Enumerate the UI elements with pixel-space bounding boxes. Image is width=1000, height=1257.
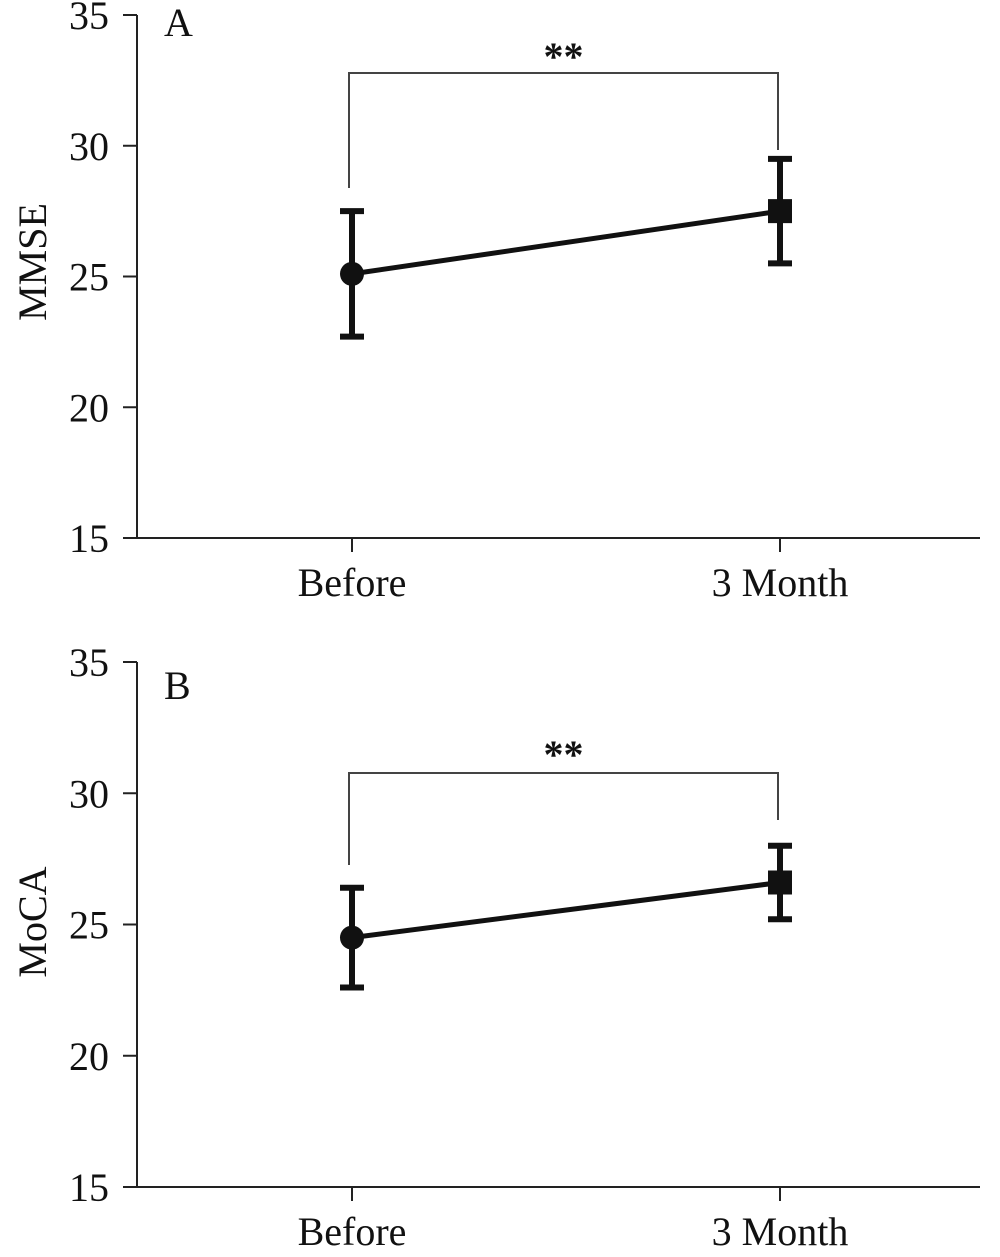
- panel-letter: B: [164, 663, 191, 708]
- series-line: [351, 208, 781, 277]
- panel-b: 15 20 25 30 35 Before 3 Month MoCA B **: [10, 640, 980, 1254]
- significance-bracket: [348, 772, 779, 865]
- y-axis-title: MoCA: [10, 866, 55, 977]
- data-point-circle: [340, 261, 364, 286]
- x-category-label: 3 Month: [712, 1209, 849, 1254]
- y-tick-label: 35: [69, 0, 109, 38]
- x-category-label: Before: [298, 560, 407, 605]
- y-tick-label: 30: [69, 124, 109, 169]
- significance-label: **: [544, 34, 584, 79]
- y-tick-label: 30: [69, 771, 109, 816]
- x-category-label: Before: [298, 1209, 407, 1254]
- x-category-label: 3 Month: [712, 560, 849, 605]
- series-line: [351, 880, 781, 941]
- data-point-square: [768, 199, 792, 224]
- y-tick-label: 25: [69, 255, 109, 300]
- data-point-square: [768, 870, 792, 895]
- y-axis-title: MMSE: [10, 203, 55, 321]
- y-tick-label: 15: [69, 516, 109, 561]
- y-tick-label: 20: [69, 385, 109, 430]
- y-tick-label: 35: [69, 640, 109, 685]
- panel-letter: A: [164, 0, 193, 45]
- data-point-circle: [340, 925, 364, 950]
- y-tick-label: 20: [69, 1034, 109, 1079]
- y-tick-label: 15: [69, 1165, 109, 1210]
- y-tick-label: 25: [69, 903, 109, 948]
- significance-bracket: [348, 72, 779, 188]
- significance-label: **: [544, 732, 584, 777]
- panel-a: 15 20 25 30 35 Before 3 Month MMSE A **: [10, 0, 980, 605]
